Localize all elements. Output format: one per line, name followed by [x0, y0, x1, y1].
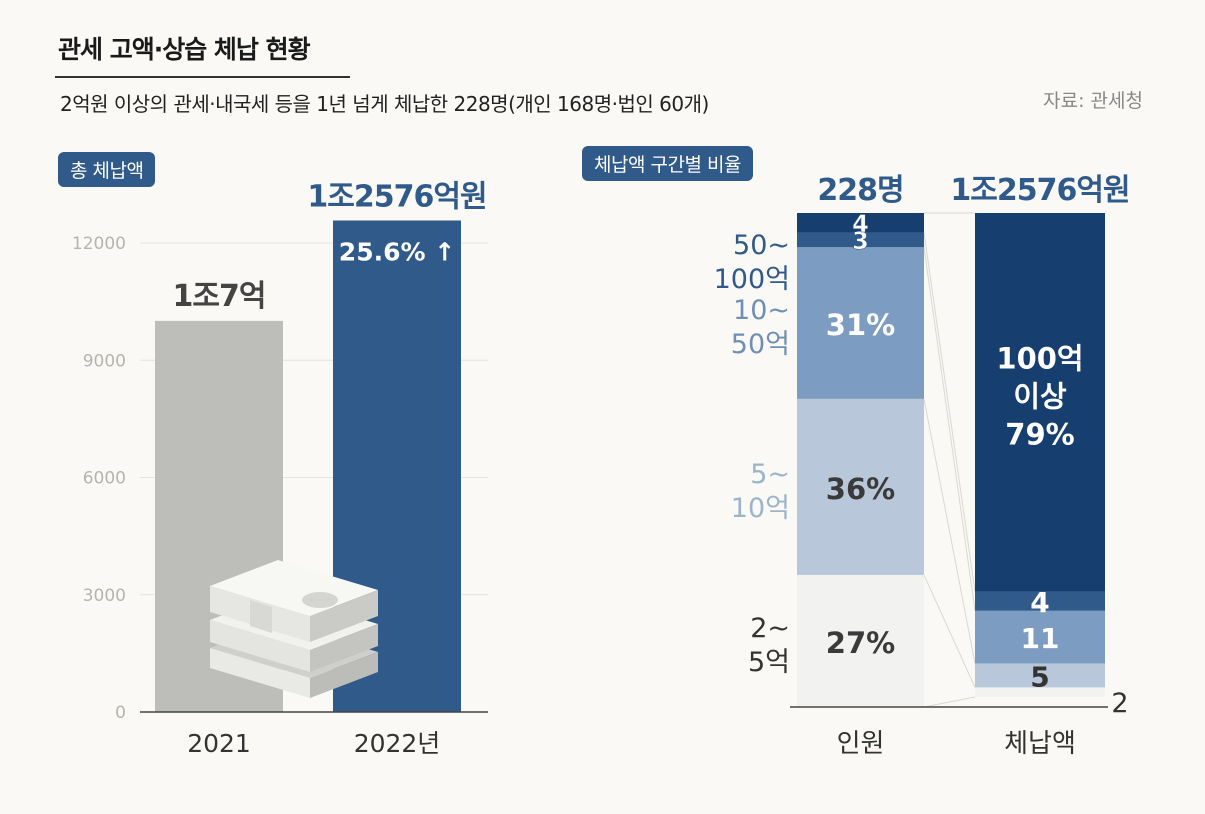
segment-amount-1: [975, 663, 1105, 688]
segment-people-4: [797, 213, 924, 233]
amount-label: 5: [1030, 660, 1049, 693]
segment-amount-3: [975, 591, 1105, 611]
connector-line: [923, 232, 976, 592]
segment-amount-0: [975, 687, 1105, 697]
total-amount: 1조2576억원: [950, 173, 1129, 208]
people-label: 31%: [826, 308, 895, 342]
segment-people-0: [797, 574, 924, 707]
segment-people-2: [797, 247, 924, 399]
amount-label-top: 100억 이상 79%: [996, 341, 1083, 451]
y-tick-label: 6000: [83, 469, 126, 489]
ratio-badge: 체납액 구간별 비율: [582, 146, 753, 181]
connector-line: [923, 696, 976, 708]
people-label: 4: [852, 210, 869, 238]
y-tick-label: 12000: [72, 234, 126, 254]
connector-line: [923, 574, 976, 688]
y-tick-label: 3000: [83, 586, 126, 606]
amount-label: 11: [1021, 622, 1060, 655]
segment-axis-label: 50~ 100억: [714, 230, 790, 295]
y-tick-label: 9000: [83, 351, 126, 371]
amount-label: 2: [1111, 688, 1128, 719]
segment-people-1: [797, 398, 924, 575]
x-tick-label: 체납액: [1004, 729, 1076, 759]
segment-axis-label: 10~ 50억: [731, 295, 790, 360]
segment-amount-2: [975, 610, 1105, 664]
change-label: 25.6% ↑: [339, 237, 455, 266]
y-tick-label: 0: [115, 703, 126, 723]
segment-axis-label: 5~ 10억: [731, 459, 790, 524]
people-label: 27%: [826, 626, 895, 660]
segment-axis-label: 2~ 5억: [748, 613, 790, 678]
x-tick-label: 인원: [837, 729, 885, 759]
connector-line: [923, 247, 976, 611]
total-arrears-chart: 0 3000 6000 9000 12000 2021 2022년 1조7억 1조2576억원 2…: [72, 179, 488, 758]
connector-line: [923, 398, 976, 664]
segment-people-3: [797, 232, 924, 248]
x-tick-label: 2022년: [354, 729, 441, 758]
total-arrears-badge: 총 체납액: [58, 152, 156, 187]
people-label: 36%: [826, 472, 895, 506]
amount-label: 4: [1030, 586, 1049, 619]
value-label-2022: 1조2576억원: [307, 179, 486, 214]
segment-amount-4: [975, 213, 1105, 592]
people-label: 3: [852, 227, 869, 255]
source-note: 자료: 관세청: [1043, 90, 1143, 112]
total-people: 228명: [817, 173, 903, 208]
money-stack-icon: [210, 560, 378, 698]
value-label-2021: 1조7억: [173, 279, 266, 314]
chart-title: 관세 고액·상습 체납 현황: [58, 35, 311, 64]
chart-subtitle: 2억원 이상의 관세·내국세 등을 1년 넘게 체납한 228명(개인 168명…: [60, 92, 709, 116]
x-tick-label: 2021: [187, 729, 251, 758]
title-underline: [55, 76, 350, 78]
